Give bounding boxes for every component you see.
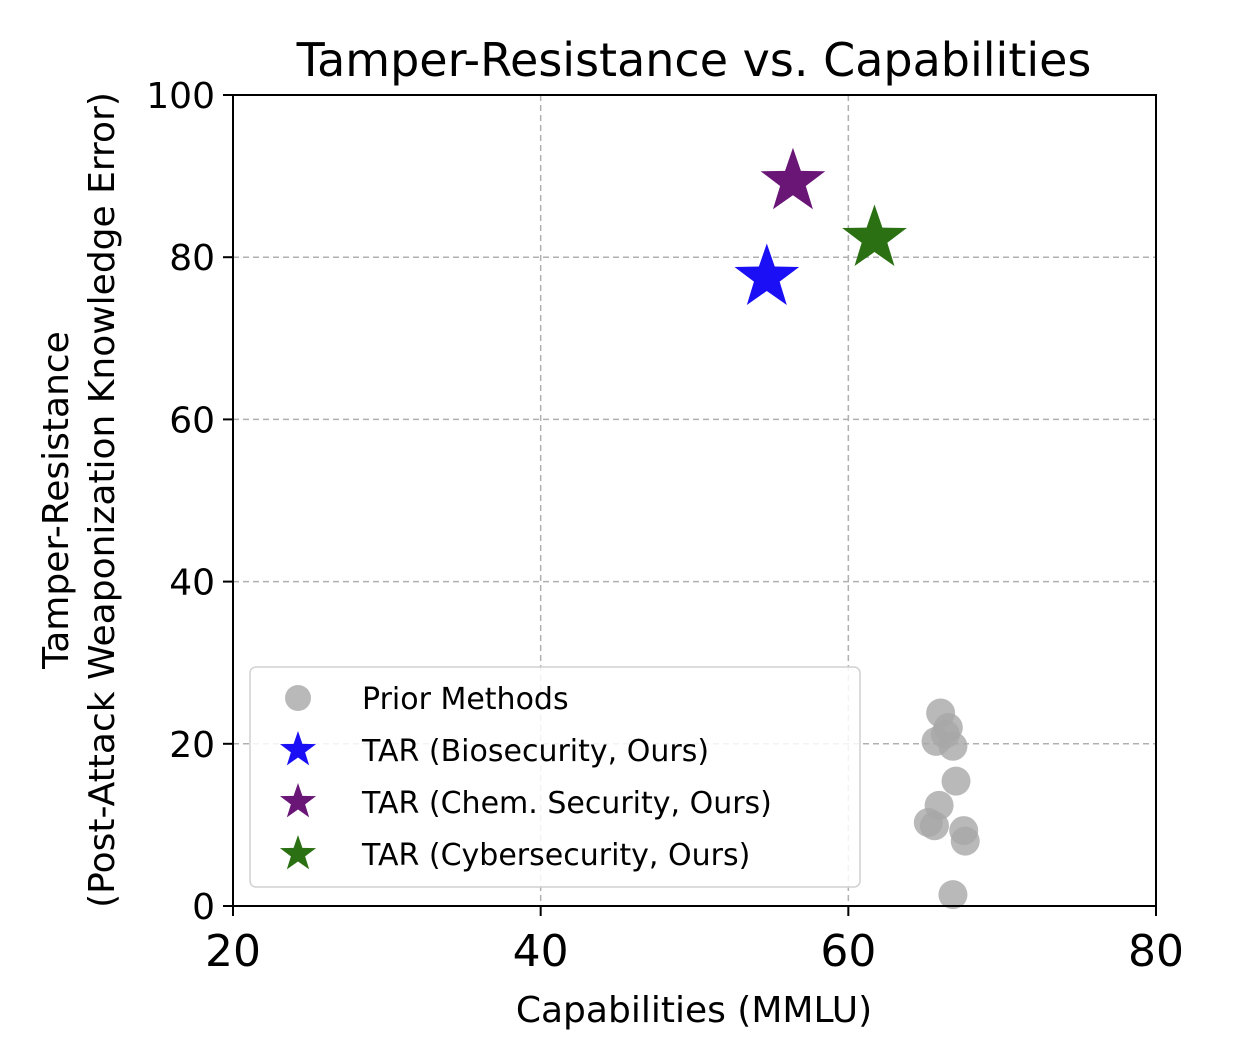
y-tick-label: 40	[169, 563, 215, 604]
y-axis-label-line-1: Tamper-Resistance	[36, 331, 77, 670]
tar-star-point	[760, 147, 826, 210]
x-tick-label: 80	[1128, 926, 1184, 977]
plot-frame	[232, 94, 1157, 907]
prior-method-point	[941, 766, 971, 796]
legend-marker-circle	[285, 685, 311, 711]
legend-marker-star	[279, 835, 317, 870]
prior-method-point	[919, 811, 949, 841]
y-tick-label: 20	[169, 725, 215, 766]
legend-label: TAR (Biosecurity, Ours)	[361, 734, 709, 769]
x-tick-label: 40	[513, 926, 569, 977]
x-tick-label: 60	[820, 926, 876, 977]
prior-method-point	[938, 880, 968, 910]
legend-label: TAR (Chem. Security, Ours)	[361, 786, 772, 821]
legend-label: TAR (Cybersecurity, Ours)	[361, 838, 750, 873]
legend-label: Prior Methods	[362, 682, 569, 717]
prior-method-point	[938, 731, 968, 761]
legend-marker-star	[279, 731, 317, 766]
y-tick-label: 0	[192, 887, 215, 928]
prior-method-point	[950, 826, 980, 856]
y-tick-label: 100	[146, 76, 215, 117]
data-points	[734, 147, 980, 910]
tar-star-point	[734, 243, 800, 305]
legend-box	[249, 666, 861, 888]
y-tick-label: 80	[169, 238, 215, 279]
x-axis-label: Capabilities (MMLU)	[516, 990, 872, 1031]
tar-star-point	[842, 204, 907, 267]
y-tick-label: 60	[169, 400, 215, 441]
chart-title: Tamper-Resistance vs. Capabilities	[296, 33, 1092, 87]
legend-marker-star	[279, 783, 317, 818]
legend: Prior Methods TAR (Biosecurity, Ours) TAR …	[249, 666, 861, 888]
y-axis-label-line-2: (Post-Attack Weaponization Knowledge Err…	[82, 92, 123, 908]
x-tick-label: 20	[205, 926, 261, 977]
